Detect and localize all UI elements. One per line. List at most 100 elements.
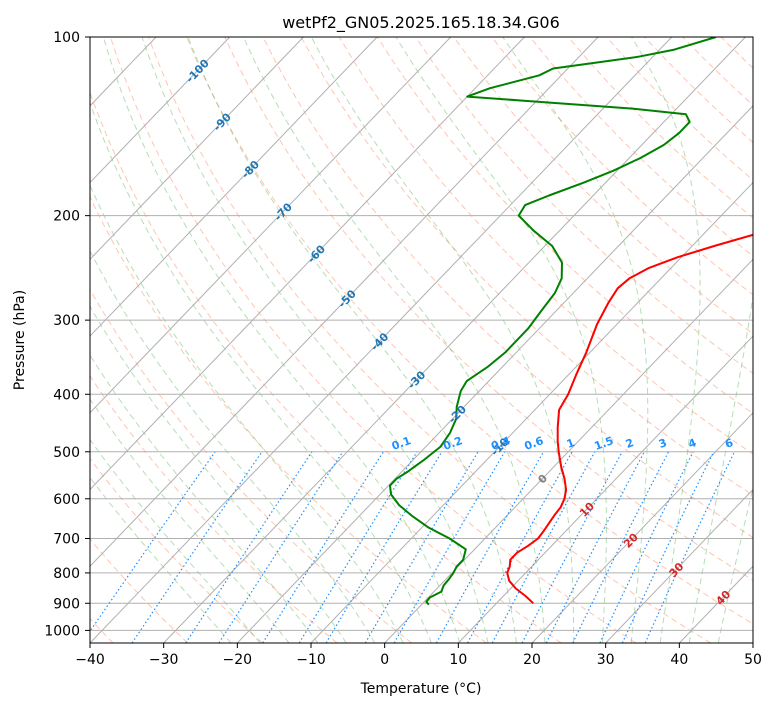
isotherm-line	[457, 335, 753, 643]
mixing-ratio-line	[90, 451, 216, 633]
dry-adiabat-line	[453, 37, 753, 335]
mixing-ratio-lines	[90, 451, 736, 643]
y-tick-label: 900	[53, 596, 80, 612]
isotherm-line	[90, 37, 599, 567]
mixing-ratio-label: 4	[686, 436, 698, 451]
moist-adiabat-line	[395, 37, 607, 643]
y-tick-label: 500	[53, 445, 80, 461]
isotherm-line	[531, 412, 753, 643]
moist-adiabat-line	[90, 101, 432, 643]
x-tick-label: −40	[75, 652, 105, 668]
isotherm-line	[752, 642, 753, 643]
plot-frame	[89, 36, 754, 644]
isobar-grid	[90, 37, 753, 631]
isotherm-line	[384, 258, 753, 643]
mixing-ratio-label: 1	[565, 436, 577, 451]
mixing-ratio-line	[325, 451, 443, 643]
moist-adiabat-line	[90, 476, 232, 643]
isotherm-line	[163, 37, 746, 643]
y-axis-title: Pressure (hPa)	[12, 290, 28, 390]
x-tick-label: 30	[597, 652, 615, 668]
dry-adiabat-line	[491, 37, 753, 296]
mixing-ratio-line	[491, 451, 596, 643]
moist-adiabat-line	[310, 37, 575, 643]
mixing-ratio-line	[572, 451, 670, 643]
isotherm-line	[90, 37, 452, 414]
x-tick-label: 20	[523, 652, 541, 668]
moist-adiabat-line	[187, 37, 517, 643]
moist-adiabat-line	[90, 398, 290, 643]
x-tick-label: −20	[223, 652, 253, 668]
moist-adiabat-line	[90, 354, 319, 643]
mixing-ratio-line	[131, 451, 263, 643]
dry-adiabats	[90, 37, 775, 643]
moist-adiabat-line	[502, 37, 649, 643]
isotherm-line	[90, 37, 304, 261]
moist-adiabat-line	[688, 292, 753, 643]
y-tick-label: 100	[53, 30, 80, 46]
dry-adiabat-line	[90, 91, 562, 643]
isotherm-line	[90, 37, 231, 184]
moist-adiabat-line	[141, 37, 489, 643]
x-tick-label: 50	[744, 652, 762, 668]
dry-adiabat-line	[90, 457, 263, 643]
moist-adiabats	[90, 37, 753, 643]
isotherm-line	[90, 37, 378, 337]
dry-adiabat-line	[148, 37, 711, 643]
dry-adiabat-line	[90, 288, 413, 643]
y-axis-ticks: 100 200 300 400 500 600 700 800 900 1000	[44, 30, 90, 639]
isotherm-line	[236, 105, 753, 643]
x-tick-label: 40	[670, 652, 688, 668]
mixing-ratio-line	[393, 451, 506, 643]
mixing-ratio-label: 0.2	[441, 434, 464, 453]
mixing-ratio-labels: 0.10.20.40.611.52346810131620253036	[390, 434, 765, 453]
chart-title: wetPf2_GN05.2025.165.18.34.G06	[282, 13, 560, 33]
isotherm-label: -100	[183, 56, 212, 85]
x-tick-label: 10	[449, 652, 467, 668]
y-tick-label: 800	[53, 566, 80, 582]
isotherm-line	[0, 37, 9, 643]
y-tick-label: 700	[53, 532, 80, 548]
y-tick-label: 200	[53, 209, 80, 225]
mixing-ratio-label: 6	[723, 436, 735, 451]
mixing-ratio-line	[262, 451, 384, 643]
x-tick-label: −30	[149, 652, 179, 668]
y-tick-label: 400	[53, 387, 80, 403]
isotherm-grid	[0, 37, 753, 643]
y-tick-label: 600	[53, 492, 80, 508]
isotherm-line	[90, 37, 525, 491]
y-tick-label: 1000	[44, 623, 80, 639]
mixing-ratio-label: 0.1	[390, 434, 413, 453]
mixing-ratio-label: 2	[624, 436, 636, 451]
dry-adiabat-line	[90, 195, 487, 643]
moist-adiabat-line	[90, 305, 347, 643]
moist-adiabat-line	[243, 37, 546, 643]
moist-adiabat-line	[90, 438, 261, 643]
moist-adiabat-line	[102, 37, 461, 643]
profile-line	[389, 37, 717, 606]
isotherm-line	[310, 181, 753, 643]
dry-adiabat-line	[759, 37, 775, 643]
profile-series	[389, 37, 753, 606]
dry-adiabat-line	[567, 37, 753, 219]
dry-adiabat-line	[682, 37, 753, 106]
x-tick-label: −10	[296, 652, 326, 668]
mixing-ratio-line	[298, 451, 418, 643]
moist-adiabat-line	[717, 485, 753, 643]
dry-adiabat-line	[415, 37, 753, 374]
mixing-ratio-label: 1.5	[593, 434, 616, 453]
x-tick-label: 0	[380, 652, 389, 668]
mixing-ratio-label: 8	[753, 436, 765, 451]
dry-adiabat-line	[186, 37, 753, 625]
profile-line	[506, 233, 753, 605]
mixing-ratio-line	[599, 451, 694, 643]
isotherm-line	[605, 488, 753, 643]
moist-adiabat-line	[90, 250, 376, 643]
dry-adiabat-line	[720, 37, 753, 69]
mixing-ratio-line	[521, 451, 623, 643]
mixing-ratio-line	[644, 451, 736, 643]
mixing-ratio-line	[185, 451, 313, 643]
mixing-ratio-label: 3	[657, 436, 669, 451]
